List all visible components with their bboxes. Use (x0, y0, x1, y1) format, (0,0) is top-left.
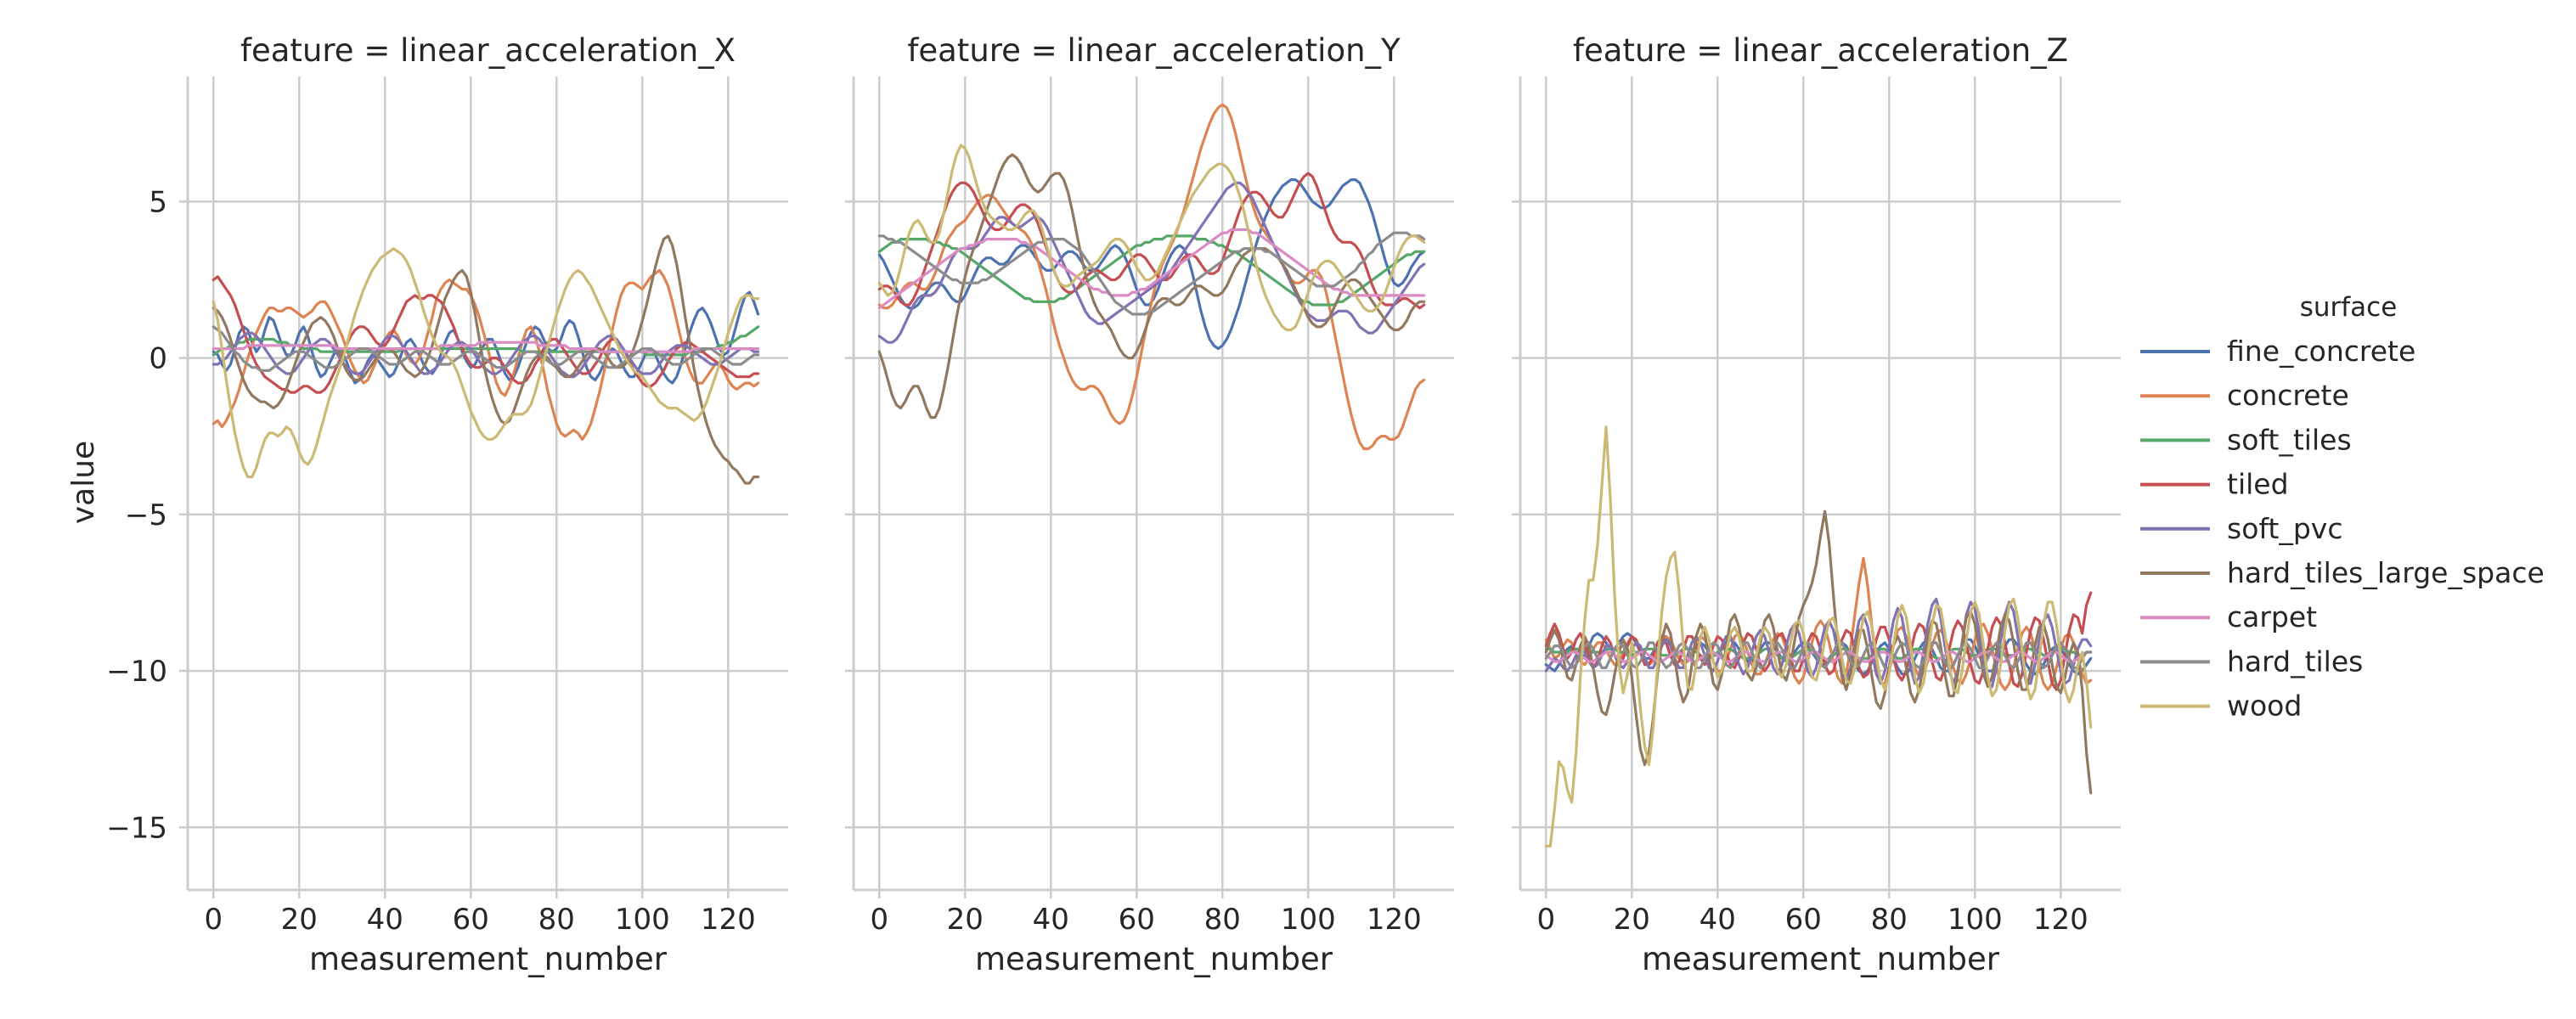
grid (854, 76, 1454, 890)
x-tick-label: 40 (367, 903, 403, 937)
x-tick-label: 100 (615, 903, 670, 937)
legend-entry-soft_tiles: soft_tiles (2227, 423, 2352, 456)
legend-entry-carpet: carpet (2227, 600, 2317, 633)
panel-linear_acceleration_X: 0 20 40 60 80 100 120 5 0 −5 −10 −15 measurement_num… (106, 32, 788, 977)
legend-entry-concrete: concrete (2227, 379, 2349, 412)
legend-entry-fine_concrete: fine_concrete (2227, 335, 2415, 368)
x-axis-label: measurement_number (309, 941, 668, 977)
series-lines (1544, 425, 2093, 848)
x-tick-label: 120 (1367, 903, 1422, 937)
facet-title: feature = linear_acceleration_Z (1573, 32, 2068, 69)
x-tick-label: 40 (1033, 903, 1069, 937)
y-tick-label: −10 (106, 655, 167, 689)
facet-title: feature = linear_acceleration_Y (907, 32, 1401, 69)
x-axis-label: measurement_number (975, 941, 1333, 977)
y-tick-label: 0 (149, 342, 167, 376)
series-line-hard_tiles (877, 231, 1426, 316)
y-tick-label: −5 (125, 498, 167, 532)
x-tick-label: 100 (1281, 903, 1336, 937)
facet-title: feature = linear_acceleration_X (240, 32, 736, 69)
legend-entry-hard_tiles_large_space: hard_tiles_large_space (2227, 556, 2545, 589)
series-lines (211, 234, 760, 485)
series-line-hard_tiles_large_space (211, 234, 760, 485)
x-tick-label: 120 (2033, 903, 2088, 937)
x-tick-label: 80 (538, 903, 575, 937)
legend-entry-soft_pvc: soft_pvc (2227, 512, 2342, 545)
x-tick-label: 60 (453, 903, 489, 937)
x-tick-label: 0 (1536, 903, 1555, 937)
x-tick-label: 60 (1119, 903, 1155, 937)
series-line-carpet (877, 228, 1426, 310)
series-line-wood (211, 247, 760, 479)
panel-linear_acceleration_Z: 0 20 40 60 80 100 120 measurement_number feature… (1512, 32, 2121, 977)
series-line-soft_pvc (877, 181, 1426, 344)
series-lines (877, 103, 1426, 451)
legend-entry-hard_tiles: hard_tiles (2227, 645, 2363, 678)
panel-linear_acceleration_Y: 0 20 40 60 80 100 120 measurement_number feature… (845, 32, 1454, 977)
chart-panels: 0 20 40 60 80 100 120 5 0 −5 −10 −15 measurement_num… (106, 32, 2121, 977)
y-tick-label: 5 (149, 185, 167, 219)
x-tick-label: 80 (1204, 903, 1241, 937)
x-tick-label: 20 (1614, 903, 1650, 937)
x-tick-label: 100 (1948, 903, 2003, 937)
series-line-wood (877, 144, 1426, 332)
x-tick-label: 20 (281, 903, 318, 937)
x-tick-label: 120 (701, 903, 756, 937)
series-line-tiled (877, 172, 1426, 310)
series-line-tiled (211, 275, 760, 394)
x-tick-label: 20 (947, 903, 984, 937)
legend-entry-tiled: tiled (2227, 468, 2289, 501)
series-line-hard_tiles (211, 325, 760, 372)
legend-entry-wood: wood (2227, 690, 2302, 723)
x-tick-label: 0 (204, 903, 223, 937)
series-line-wood (1544, 425, 2093, 848)
grid (1520, 76, 2121, 890)
legend: surface fine_concrete concrete soft_tilesti… (2140, 292, 2545, 723)
series-line-hard_tiles_large_space (1544, 510, 2093, 795)
series-line-carpet (211, 341, 760, 353)
x-axis-label: measurement_number (1642, 941, 2000, 977)
series-line-concrete (877, 103, 1426, 451)
series-line-concrete (211, 268, 760, 442)
series-line-hard_tiles_large_space (877, 153, 1426, 419)
y-axis-label: value (66, 441, 101, 524)
x-tick-label: 60 (1785, 903, 1822, 937)
x-tick-label: 40 (1699, 903, 1736, 937)
legend-title: surface (2300, 292, 2398, 323)
x-tick-label: 0 (870, 903, 888, 937)
grid (188, 76, 788, 890)
y-tick-label: −15 (106, 811, 167, 845)
x-tick-label: 80 (1871, 903, 1908, 937)
